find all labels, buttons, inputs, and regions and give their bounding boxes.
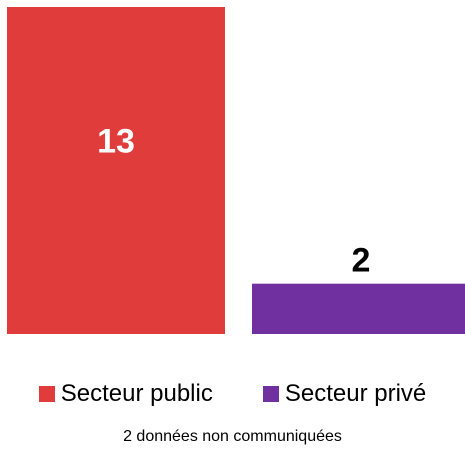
legend-label-secteur-public: Secteur public <box>60 380 213 407</box>
legend-item-secteur-public: Secteur public <box>38 380 213 408</box>
bar-secteur-prive <box>252 283 465 334</box>
chart-legend: Secteur public Secteur privé <box>0 374 465 414</box>
legend-swatch-secteur-prive <box>262 386 279 402</box>
legend-swatch-secteur-public <box>38 386 55 402</box>
bar-chart: 13 2 <box>7 7 465 334</box>
bar-secteur-public <box>7 7 225 334</box>
legend-item-secteur-prive: Secteur privé <box>262 380 427 408</box>
footnote: 2 données non communiquées <box>123 428 342 445</box>
data-label-secteur-public: 13 <box>97 123 135 161</box>
data-label-secteur-prive: 2 <box>352 242 371 280</box>
legend-label-secteur-prive: Secteur privé <box>284 380 427 407</box>
